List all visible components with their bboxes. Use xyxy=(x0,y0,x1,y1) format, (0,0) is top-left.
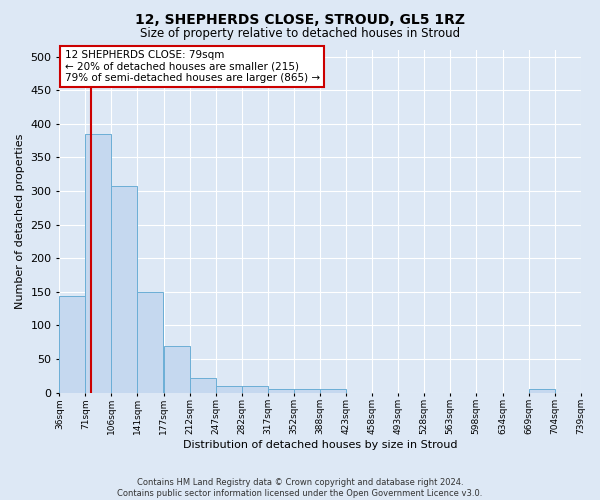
Text: Contains HM Land Registry data © Crown copyright and database right 2024.
Contai: Contains HM Land Registry data © Crown c… xyxy=(118,478,482,498)
Bar xyxy=(268,389,293,392)
Text: 12 SHEPHERDS CLOSE: 79sqm
← 20% of detached houses are smaller (215)
79% of semi: 12 SHEPHERDS CLOSE: 79sqm ← 20% of detac… xyxy=(65,50,320,83)
Text: Size of property relative to detached houses in Stroud: Size of property relative to detached ho… xyxy=(140,28,460,40)
Bar xyxy=(59,296,85,392)
Text: 12, SHEPHERDS CLOSE, STROUD, GL5 1RZ: 12, SHEPHERDS CLOSE, STROUD, GL5 1RZ xyxy=(135,12,465,26)
Y-axis label: Number of detached properties: Number of detached properties xyxy=(15,134,25,309)
X-axis label: Distribution of detached houses by size in Stroud: Distribution of detached houses by size … xyxy=(182,440,457,450)
Bar xyxy=(529,389,554,392)
Bar xyxy=(293,389,320,392)
Bar xyxy=(320,389,346,392)
Bar xyxy=(242,386,268,392)
Bar xyxy=(85,134,111,392)
Bar xyxy=(190,378,216,392)
Bar xyxy=(216,386,242,392)
Bar xyxy=(164,346,190,393)
Bar xyxy=(137,292,163,392)
Bar xyxy=(111,186,137,392)
